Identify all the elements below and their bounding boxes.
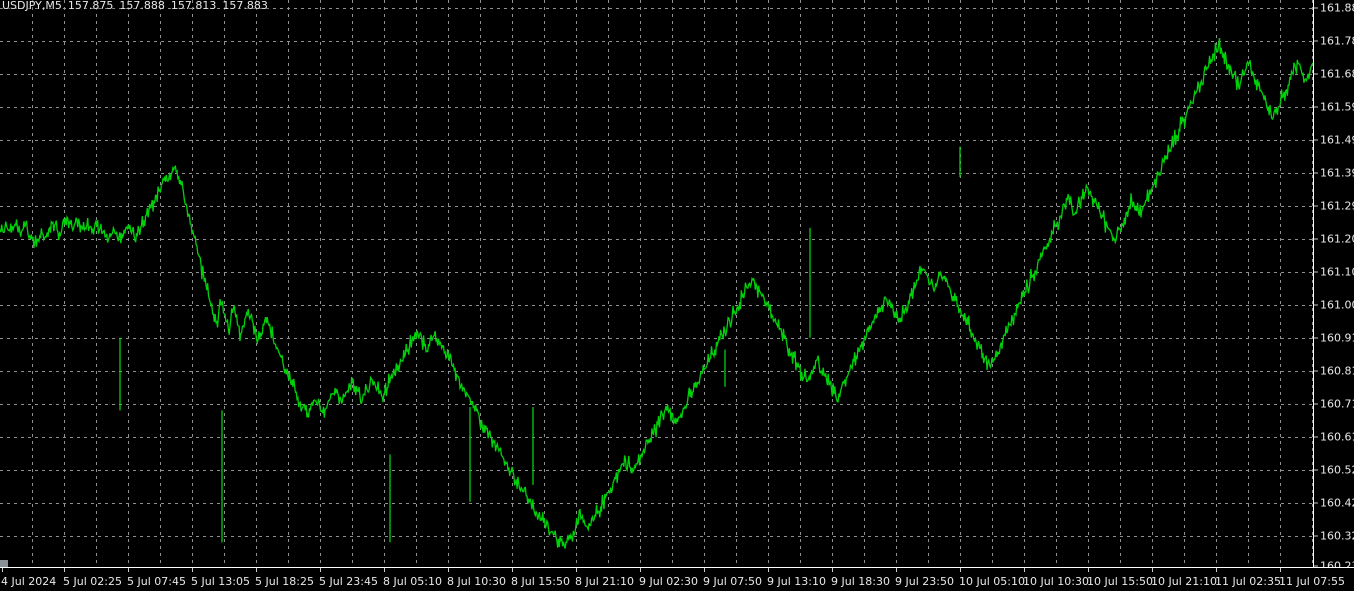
time-axis-label: 8 Jul 05:10: [383, 575, 442, 588]
time-axis-label: 5 Jul 02:25: [63, 575, 122, 588]
price-axis-label: 160.520: [1320, 463, 1354, 477]
price-axis-label: 160.615: [1320, 430, 1354, 444]
price-line: [0, 37, 1313, 549]
time-axis-tick: [832, 568, 833, 572]
time-axis-tick: [960, 568, 961, 572]
price-axis-tick: [1314, 337, 1318, 339]
time-axis-label: 11 Jul 07:55: [1279, 575, 1345, 588]
price-axis-label: 160.325: [1320, 529, 1354, 543]
time-axis-label: 9 Jul 07:50: [703, 575, 762, 588]
price-axis-tick: [1314, 271, 1318, 273]
price-axis-tick: [1314, 370, 1318, 372]
time-axis-label: 4 Jul 2024: [1, 575, 57, 588]
price-axis-label: 161.200: [1320, 232, 1354, 246]
price-axis-label: 160.715: [1320, 397, 1354, 411]
price-axis-tick: [1314, 172, 1318, 174]
chart-origin-handle[interactable]: [0, 560, 8, 567]
time-axis-label: 8 Jul 21:10: [575, 575, 634, 588]
price-axis-tick: [1314, 403, 1318, 405]
chart-plot-area[interactable]: [0, 0, 1313, 567]
price-axis-tick: [1314, 565, 1318, 567]
time-axis-label: 9 Jul 18:30: [831, 575, 890, 588]
price-axis-label: 161.780: [1320, 34, 1354, 48]
price-axis-tick: [1314, 139, 1318, 141]
time-axis-tick: [704, 568, 705, 572]
price-axis-tick: [1314, 469, 1318, 471]
time-axis-label: 5 Jul 23:45: [319, 575, 378, 588]
time-axis-tick: [1088, 568, 1089, 572]
time-axis-label: 5 Jul 13:05: [191, 575, 250, 588]
price-axis-tick: [1314, 106, 1318, 108]
time-axis-tick: [384, 568, 385, 572]
price-axis-tick: [1314, 238, 1318, 240]
time-axis-tick: [896, 568, 897, 572]
time-axis-label: 5 Jul 18:25: [255, 575, 314, 588]
price-axis-label: 161.395: [1320, 166, 1354, 180]
time-axis-tick: [512, 568, 513, 572]
time-axis-label: 9 Jul 13:10: [767, 575, 826, 588]
price-axis-label: 161.105: [1320, 265, 1354, 279]
price-axis-label: 160.910: [1320, 331, 1354, 345]
time-axis-label: 11 Jul 02:35: [1215, 575, 1281, 588]
time-axis-tick: [1024, 568, 1025, 572]
chart-gridlines: [0, 0, 1313, 567]
price-axis-tick: [1314, 73, 1318, 75]
price-axis-tick: [1314, 205, 1318, 207]
price-axis-tick: [1314, 502, 1318, 504]
price-axis-label: 161.685: [1320, 67, 1354, 81]
time-axis-tick: [64, 568, 65, 572]
price-axis-label: 161.295: [1320, 199, 1354, 213]
time-axis-tick: [640, 568, 641, 572]
time-axis-tick: [1280, 568, 1281, 572]
time-axis-label: 9 Jul 02:30: [639, 575, 698, 588]
price-line-series: [0, 37, 1313, 549]
time-axis-label: 5 Jul 07:45: [127, 575, 186, 588]
time-axis-tick: [192, 568, 193, 572]
price-axis-label: 161.490: [1320, 133, 1354, 147]
price-axis-label: 160.810: [1320, 364, 1354, 378]
time-axis-label: 10 Jul 15:50: [1087, 575, 1153, 588]
price-axis-label: 161.590: [1320, 100, 1354, 114]
price-axis-label: 161.005: [1320, 298, 1354, 312]
price-axis-label: 161.880: [1320, 1, 1354, 15]
time-axis-tick: [576, 568, 577, 572]
time-axis-label: 10 Jul 10:30: [1023, 575, 1089, 588]
time-axis-label: 9 Jul 23:50: [895, 575, 954, 588]
time-axis-tick: [768, 568, 769, 572]
price-axis-tick: [1314, 7, 1318, 9]
time-axis-label: 10 Jul 21:10: [1151, 575, 1217, 588]
time-axis[interactable]: 4 Jul 2024 5 Jul 02:25 5 Jul 07:45 5 Jul 13…: [0, 567, 1354, 591]
time-axis-label: 10 Jul 05:10: [959, 575, 1025, 588]
price-axis-label: 160.425: [1320, 496, 1354, 510]
time-axis-label: 8 Jul 10:30: [447, 575, 506, 588]
time-axis-tick: [2, 568, 3, 572]
price-axis-tick: [1314, 436, 1318, 438]
time-axis-tick: [256, 568, 257, 572]
price-axis[interactable]: 161.880 161.780 161.685 161.590 161.490 161.3…: [1313, 0, 1354, 572]
time-axis-tick: [128, 568, 129, 572]
time-axis-tick: [1152, 568, 1153, 572]
time-axis-tick: [320, 568, 321, 572]
price-axis-tick: [1314, 40, 1318, 42]
price-axis-tick: [1314, 535, 1318, 537]
time-axis-tick: [448, 568, 449, 572]
time-axis-label: 8 Jul 15:50: [511, 575, 570, 588]
price-axis-label: 160.230: [1320, 559, 1354, 573]
time-axis-tick: [1216, 568, 1217, 572]
price-axis-tick: [1314, 304, 1318, 306]
